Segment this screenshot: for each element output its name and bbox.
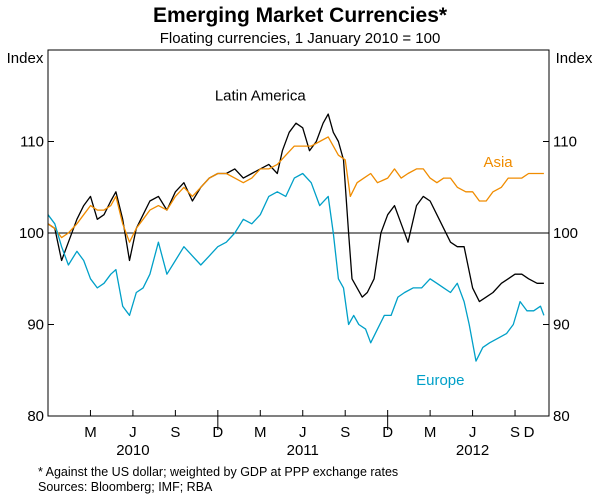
chart-subtitle: Floating currencies, 1 January 2010 = 10… — [160, 30, 441, 47]
x-tick-label-month: D — [382, 424, 393, 441]
x-tick-label-month: M — [254, 424, 267, 441]
x-tick-label-month: J — [469, 424, 477, 441]
y-tick-label-left: 100 — [19, 225, 44, 242]
axes-layer — [47, 49, 550, 430]
x-year-label: 2010 — [116, 442, 149, 459]
series-line-asia — [47, 136, 544, 243]
footnote-1: * Against the US dollar; weighted by GDP… — [38, 465, 398, 479]
series-line-europe — [47, 172, 545, 362]
x-tick-label-month: S — [340, 424, 350, 441]
series-label-latin-america: Latin America — [215, 87, 307, 104]
chart-title: Emerging Market Currencies* — [153, 4, 448, 27]
y-tick-label-left: 90 — [27, 317, 44, 334]
x-tick-label-month: J — [129, 424, 137, 441]
series-line-latin-america — [47, 113, 544, 303]
y-tick-label-right: 110 — [553, 134, 577, 151]
series-label-asia: Asia — [483, 154, 513, 171]
y-tick-label-left: 110 — [20, 134, 44, 151]
footnote-2: Sources: Bloomberg; IMF; RBA — [38, 480, 213, 494]
y-tick-label-left: 80 — [27, 408, 44, 425]
x-tick-label-month: S — [170, 424, 180, 441]
y-tick-label-right: 100 — [553, 225, 578, 242]
x-tick-label-month: J — [299, 424, 307, 441]
series-label-europe: Europe — [416, 372, 464, 389]
series-layer — [47, 113, 545, 362]
x-tick-label-month: M — [84, 424, 97, 441]
y-axis-label-left: Index — [7, 50, 44, 67]
x-year-label: 2011 — [287, 442, 319, 459]
y-tick-label-right: 80 — [553, 408, 570, 425]
x-tick-label-month: S — [510, 424, 520, 441]
x-tick-label-month: M — [424, 424, 437, 441]
x-tick-label-month: D — [524, 424, 535, 441]
x-year-label: 2012 — [456, 442, 489, 459]
y-tick-label-right: 90 — [553, 317, 570, 334]
x-tick-label-month: D — [212, 424, 223, 441]
y-axis-label-right: Index — [556, 50, 593, 67]
